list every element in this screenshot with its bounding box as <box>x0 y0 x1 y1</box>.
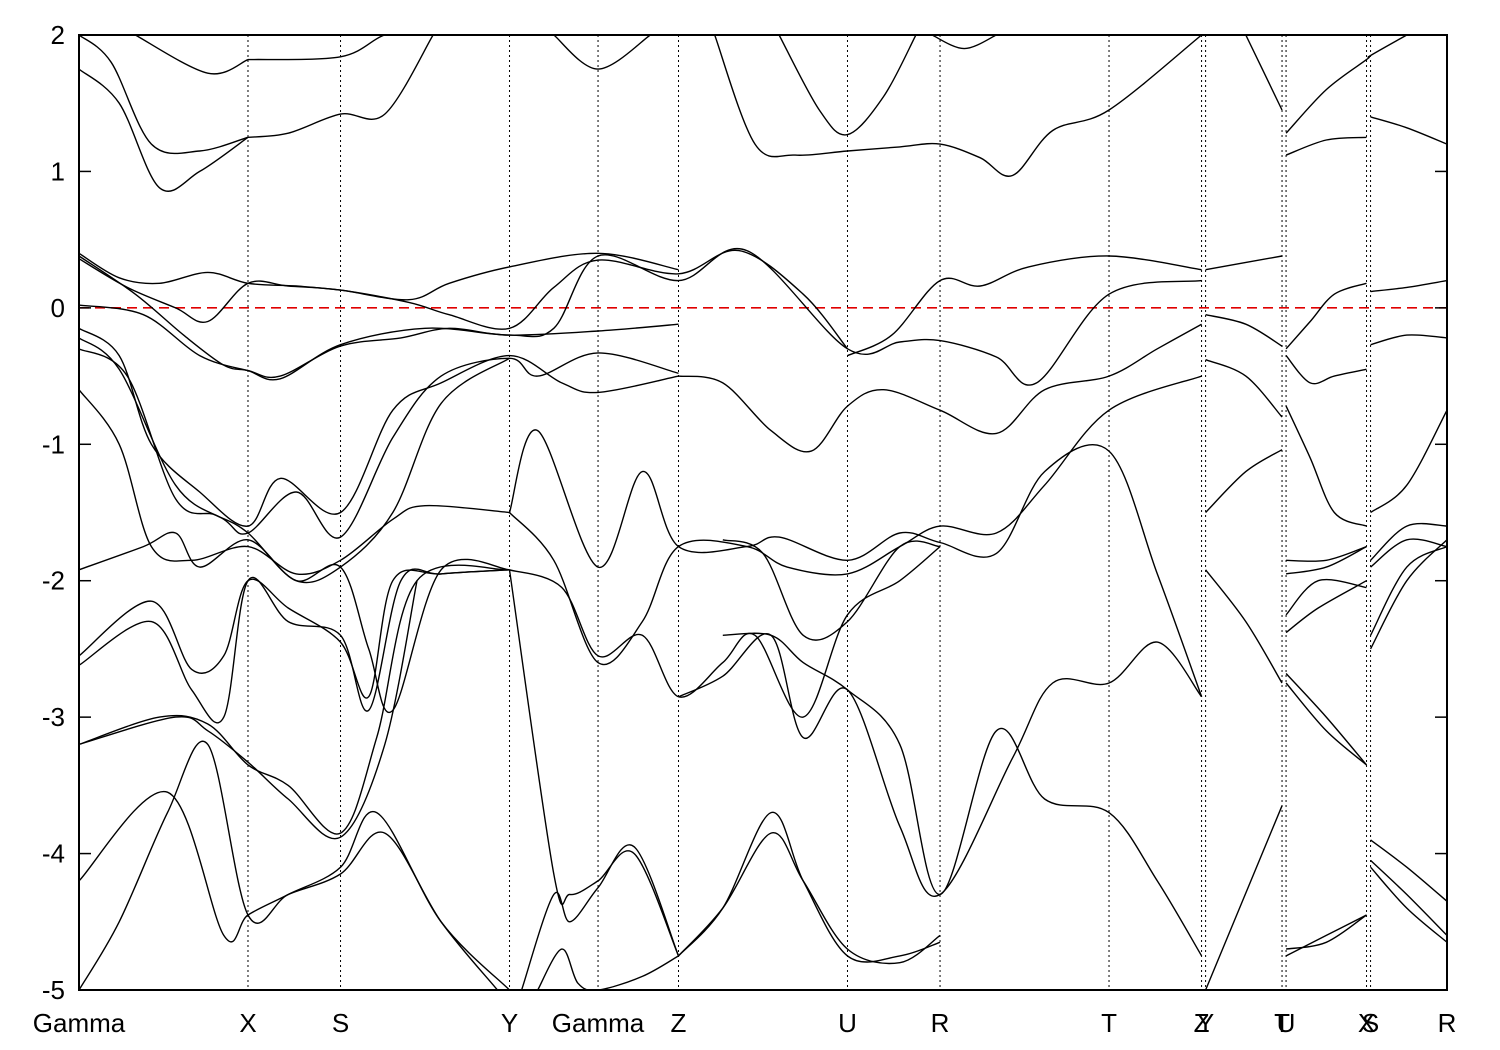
band-line <box>79 337 679 539</box>
band-line <box>1285 545 1367 575</box>
band-line <box>1285 35 1408 134</box>
band-line <box>1205 255 1283 271</box>
band-line <box>520 844 680 990</box>
x-tick-label: Z <box>671 1008 687 1038</box>
band-line <box>247 35 434 138</box>
x-axis: Gamma X S Y Gamma Z U R T ZY TU XS R <box>33 1008 1457 1038</box>
band-line <box>931 35 997 50</box>
band-line <box>553 35 651 70</box>
band-line <box>678 323 1202 453</box>
x-tick-label: T <box>1274 1008 1290 1038</box>
y-tick-label: 0 <box>51 293 65 323</box>
band-line <box>1285 136 1367 156</box>
y-tick-label: 2 <box>51 20 65 50</box>
band-line <box>1205 569 1283 684</box>
band-line <box>722 539 941 641</box>
band-line <box>1205 314 1283 347</box>
x-tick-label: U <box>838 1008 857 1038</box>
band-line <box>79 564 510 835</box>
y-tick-label: 1 <box>51 156 65 186</box>
band-line <box>134 35 249 75</box>
band-line <box>79 247 1202 386</box>
x-tick-label: Z <box>1194 1008 1210 1038</box>
band-line <box>1370 538 1447 568</box>
x-tick-label: T <box>1101 1008 1117 1038</box>
band-line <box>508 429 1203 697</box>
band-line <box>79 327 679 527</box>
y-tick-label: -3 <box>42 702 65 732</box>
y-tick-label: -2 <box>42 566 65 596</box>
band-line <box>79 740 498 990</box>
x-tick-label: S <box>1362 1008 1379 1038</box>
x-tick-label: X <box>239 1008 256 1038</box>
y-tick-label: -1 <box>42 429 65 459</box>
x-tick-label: Gamma <box>33 1008 126 1038</box>
band-line <box>79 389 510 576</box>
band-line <box>1370 839 1447 902</box>
band-line <box>1285 282 1367 350</box>
band-line <box>1205 359 1283 418</box>
band-line <box>1370 279 1447 293</box>
band-line <box>509 546 941 718</box>
band-line <box>1285 355 1367 385</box>
band-line <box>1286 545 1367 562</box>
kpoint-gridlines <box>247 35 1372 990</box>
band-line <box>1285 673 1368 766</box>
band-lines <box>79 35 1447 990</box>
x-tick-label: R <box>1438 1008 1457 1038</box>
x-tick-label: U <box>1277 1008 1296 1038</box>
band-line <box>79 568 510 724</box>
x-tick-label: Gamma <box>552 1008 645 1038</box>
band-line <box>1285 682 1367 766</box>
band-line <box>1285 578 1367 616</box>
x-tick-label: Y <box>1197 1008 1214 1038</box>
band-line <box>1285 914 1367 957</box>
band-line <box>1370 409 1447 514</box>
x-tick-label: Y <box>501 1008 518 1038</box>
x-tick-label: S <box>332 1008 349 1038</box>
band-line <box>1285 580 1367 634</box>
band-line <box>677 811 941 963</box>
band-line <box>722 632 1203 957</box>
x-tick-label: X <box>1358 1008 1375 1038</box>
band-line <box>79 531 510 714</box>
band-line <box>778 35 917 136</box>
y-tick-label: -4 <box>42 839 65 869</box>
plot-frame <box>78 34 1448 991</box>
band-line <box>79 569 510 699</box>
band-line <box>1285 914 1367 950</box>
band-line <box>1370 334 1447 346</box>
band-line <box>1370 866 1447 943</box>
band-line <box>1245 35 1283 111</box>
band-line <box>79 68 249 192</box>
x-tick-label: R <box>931 1008 950 1038</box>
band-line <box>1370 859 1447 936</box>
band-line <box>247 35 417 61</box>
band-line <box>1369 539 1447 650</box>
band-line <box>79 35 249 155</box>
band-line <box>1205 449 1283 513</box>
band-line <box>79 580 418 840</box>
band-line <box>508 569 680 957</box>
band-line <box>1369 545 1447 636</box>
band-line <box>1370 522 1447 561</box>
band-line <box>678 633 1203 897</box>
y-tick-label: -5 <box>42 975 65 1005</box>
band-line <box>1370 116 1447 145</box>
band-line <box>508 375 1202 666</box>
band-line <box>1204 805 1283 990</box>
band-line <box>714 35 1203 177</box>
band-line <box>847 255 1202 357</box>
y-axis: -5 -4 -3 -2 -1 0 1 2 <box>42 20 1447 1005</box>
band-line <box>1285 405 1367 527</box>
